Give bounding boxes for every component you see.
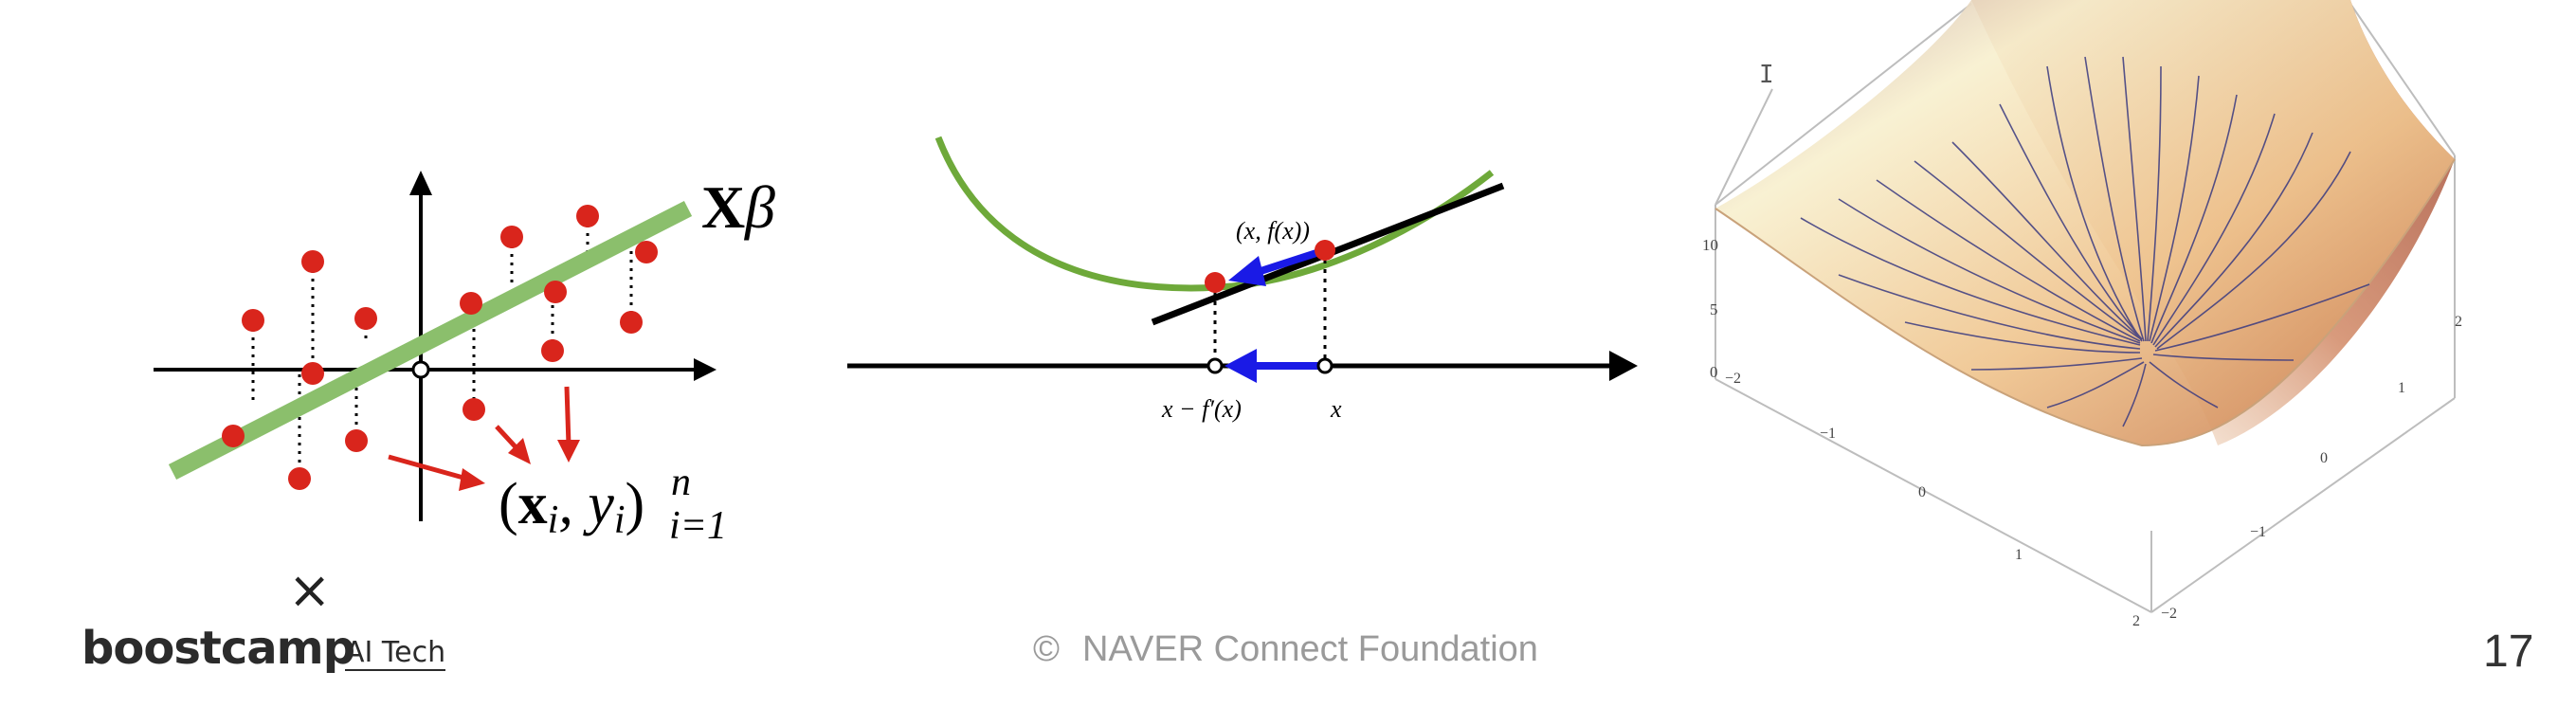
regression-diagram: X β (xi, yi) n i=1 — [154, 171, 775, 548]
bounding-box — [1714, 3, 2456, 613]
y-tick: 2 — [2455, 314, 2462, 330]
brand-sub: AI Tech — [345, 636, 446, 671]
cross-icon: × — [288, 560, 332, 620]
data-points — [222, 205, 658, 490]
y-tick: −2 — [2161, 606, 2177, 622]
data-point — [620, 311, 643, 334]
flow-lines — [1800, 56, 2370, 427]
data-point — [301, 250, 324, 273]
data-point — [354, 307, 377, 330]
axis-point-left — [1206, 357, 1224, 374]
line-label-x: X — [701, 173, 745, 241]
data-point — [222, 425, 245, 447]
point-label: (x, f(x)) — [1236, 217, 1310, 245]
x-tick: −1 — [1820, 426, 1836, 442]
data-point — [544, 281, 567, 303]
data-point — [576, 205, 599, 227]
data-point — [635, 241, 658, 263]
brand-logo: boostcamp — [82, 622, 355, 675]
points-label-sub: i=1 — [669, 504, 727, 548]
paraboloid-surface-plot: 10 5 0 −2 −1 0 1 2 2 1 0 −1 −2 — [1702, 0, 2462, 629]
function-curve — [934, 136, 1495, 292]
data-point — [345, 429, 368, 452]
origin-point — [411, 360, 430, 379]
copyright: © NAVER Connect Foundation — [1033, 629, 1538, 670]
blue-arrowhead-axis — [1225, 349, 1257, 383]
copyright-text: NAVER Connect Foundation — [1082, 629, 1538, 669]
points-label: (xi, yi) — [499, 472, 644, 542]
copyright-icon: © — [1033, 629, 1060, 669]
data-point — [463, 398, 485, 421]
surface-edge — [1714, 158, 2456, 447]
axis-label-right: x — [1330, 395, 1342, 423]
page-number: 17 — [2483, 626, 2534, 677]
x-tick: 0 — [1918, 484, 1926, 500]
y-tick: 1 — [2398, 380, 2405, 396]
data-point — [541, 339, 564, 362]
points-label-sup: n — [671, 461, 691, 504]
y-axis-arrowhead — [409, 171, 432, 195]
z-tick: 5 — [1710, 300, 1718, 318]
red-arrows — [388, 386, 580, 491]
axis-point-right — [1316, 357, 1333, 374]
blue-arrow-curve — [1253, 246, 1327, 277]
text-cursor-icon: I — [1759, 61, 1774, 89]
x-tick: 1 — [2015, 547, 2023, 563]
data-point — [242, 309, 264, 332]
y-tick: −1 — [2250, 524, 2266, 540]
z-tick: 0 — [1710, 363, 1718, 381]
axis-label-left: x − f′(x) — [1161, 395, 1242, 423]
next-point — [1205, 272, 1225, 293]
number-axis-arrowhead — [1609, 351, 1638, 381]
gradient-step-diagram: (x, f(x)) x − f′(x) x — [847, 136, 1638, 423]
x-axis-arrowhead — [694, 358, 717, 381]
data-point — [301, 362, 324, 385]
x-tick: 2 — [2132, 613, 2140, 629]
y-tick: 0 — [2320, 450, 2328, 466]
x-tick: −2 — [1725, 371, 1741, 387]
regression-line — [168, 200, 693, 481]
data-point — [288, 467, 311, 490]
z-tick: 10 — [1702, 236, 1718, 254]
line-label-beta: β — [743, 173, 775, 241]
data-point — [500, 226, 523, 248]
blue-arrowhead-curve — [1228, 256, 1266, 286]
data-point — [460, 292, 482, 315]
current-point — [1315, 240, 1335, 261]
